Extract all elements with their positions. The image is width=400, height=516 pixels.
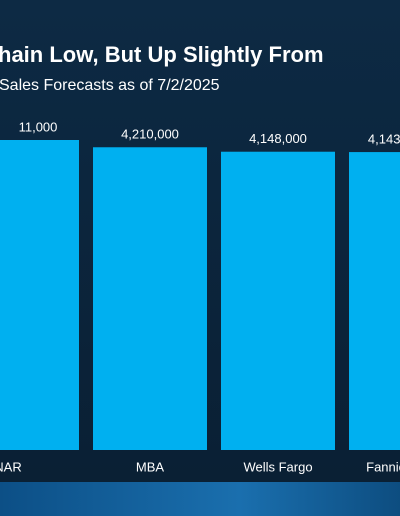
- data-label: 11,000: [19, 119, 58, 134]
- x-tick-label: Fannie: [366, 459, 400, 474]
- chart-subtitle: Sales Forecasts as of 7/2/2025: [0, 77, 220, 94]
- bar: [0, 140, 79, 450]
- data-label: 4,210,000: [121, 127, 179, 142]
- chart-title: hain Low, But Up Slightly From: [0, 42, 324, 67]
- footer-band: [0, 482, 400, 516]
- x-tick-label: NAR: [0, 459, 22, 474]
- bar: [93, 147, 207, 450]
- data-label: 4,148,000: [249, 131, 307, 146]
- bar: [349, 152, 400, 450]
- x-tick-label: MBA: [136, 459, 165, 474]
- data-label: 4,143,: [368, 132, 400, 147]
- x-tick-label: Wells Fargo: [243, 459, 312, 474]
- bar: [221, 151, 335, 450]
